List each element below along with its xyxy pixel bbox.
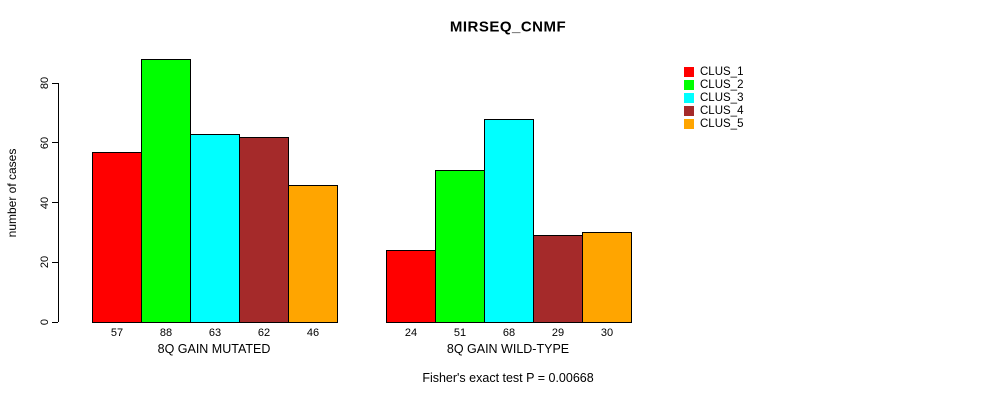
- y-tick-label-80: 80: [39, 77, 51, 90]
- legend-item-clus_2: CLUS_2: [684, 79, 743, 92]
- bar-clus_4-group1: [239, 136, 289, 323]
- y-tick-label-40: 40: [39, 196, 51, 209]
- y-tick-label-0: 0: [39, 318, 51, 326]
- y-tick-label-20: 20: [39, 256, 51, 269]
- bar-clus_3-group2: [484, 119, 534, 323]
- bar-value-label: 88: [159, 327, 173, 339]
- legend-swatch-icon: [684, 118, 694, 129]
- bar-clus_2-group2: [435, 169, 485, 323]
- legend-swatch-icon: [684, 92, 694, 103]
- y-axis-title: number of cases: [5, 148, 19, 238]
- bar-clus_5-group2: [582, 232, 632, 323]
- y-tick-40: [52, 202, 58, 204]
- legend-label: CLUS_1: [700, 66, 744, 79]
- bar-value-label: 51: [453, 327, 467, 339]
- legend-swatch-icon: [684, 67, 694, 78]
- group-label-mutated: 8Q GAIN MUTATED: [157, 342, 271, 356]
- bar-clus_4-group2: [533, 235, 583, 323]
- chart-title: MIRSEQ_CNMF: [449, 18, 567, 36]
- legend-swatch-icon: [684, 105, 694, 116]
- legend-label: CLUS_5: [700, 117, 744, 130]
- bar-value-label: 62: [257, 327, 271, 339]
- y-axis-line: [58, 83, 59, 322]
- bar-value-label: 63: [208, 327, 222, 339]
- legend-item-clus_4: CLUS_4: [684, 104, 743, 117]
- y-tick-60: [52, 142, 58, 144]
- legend-item-clus_5: CLUS_5: [684, 117, 743, 130]
- bar-value-label: 29: [551, 327, 565, 339]
- legend-label: CLUS_2: [700, 79, 744, 92]
- legend-item-clus_1: CLUS_1: [684, 66, 743, 79]
- footnote-fisher-test: Fisher's exact test P = 0.00668: [422, 371, 594, 385]
- legend-label: CLUS_3: [700, 91, 744, 104]
- y-tick-0: [52, 321, 58, 323]
- bar-clus_1-group2: [386, 250, 436, 323]
- bar-clus_3-group1: [190, 134, 240, 323]
- y-tick-80: [52, 82, 58, 84]
- bar-value-label: 46: [306, 327, 320, 339]
- bar-clus_5-group1: [288, 184, 338, 323]
- bar-value-label: 57: [110, 327, 124, 339]
- bar-value-label: 30: [600, 327, 614, 339]
- bar-clus_2-group1: [141, 59, 191, 323]
- legend-swatch-icon: [684, 80, 694, 91]
- bar-value-label: 68: [502, 327, 516, 339]
- legend-label: CLUS_4: [700, 104, 744, 117]
- legend: CLUS_1 CLUS_2 CLUS_3 CLUS_4 CLUS_5: [684, 66, 743, 130]
- bar-value-label: 24: [404, 327, 418, 339]
- legend-item-clus_3: CLUS_3: [684, 92, 743, 105]
- y-tick-20: [52, 261, 58, 263]
- bar-clus_1-group1: [92, 151, 142, 323]
- y-tick-label-60: 60: [39, 136, 51, 150]
- group-label-wild-type: 8Q GAIN WILD-TYPE: [446, 342, 570, 356]
